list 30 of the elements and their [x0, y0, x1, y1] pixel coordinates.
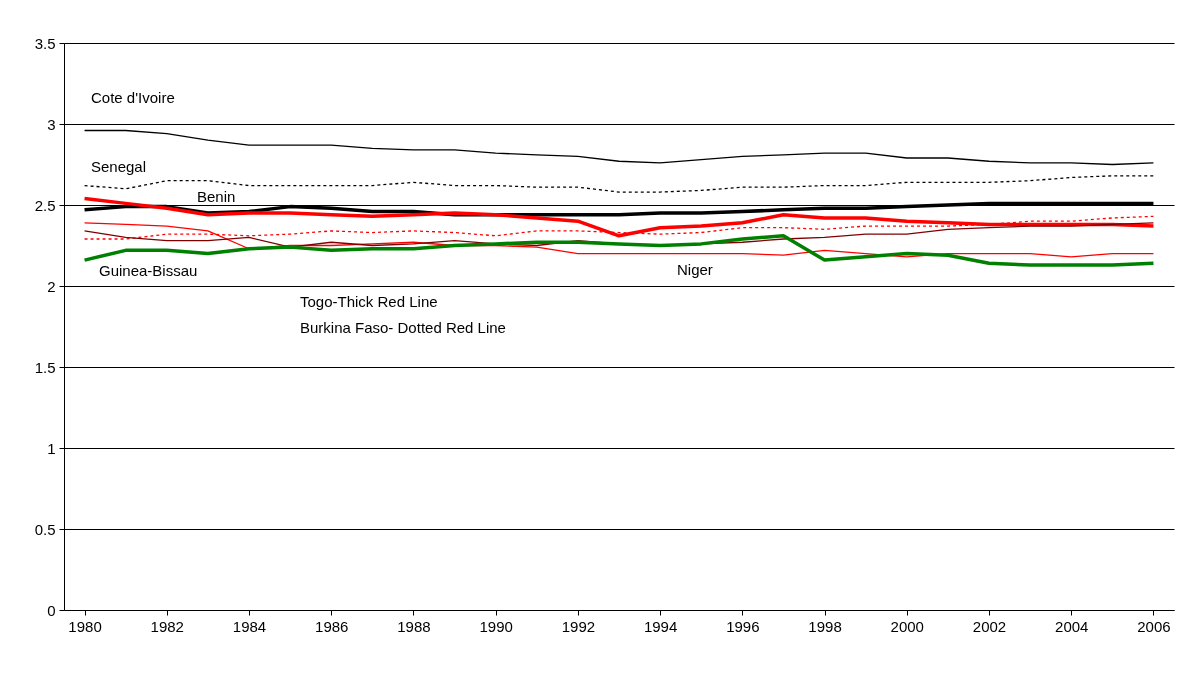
y-tick-label: 0.5	[34, 520, 56, 538]
x-tick-label: 1988	[397, 617, 431, 635]
x-tick-label: 1982	[150, 617, 184, 635]
y-tick-label: 2	[47, 277, 56, 295]
x-tick-label: 1998	[808, 617, 842, 635]
x-tick-label: 1992	[561, 617, 596, 635]
x-tick-label: 2000	[890, 617, 924, 635]
annotation: Togo-Thick Red Line	[300, 293, 438, 310]
y-tick-label: 3	[47, 115, 56, 133]
x-tick-label: 1996	[726, 617, 760, 635]
y-tick-label: 0	[47, 601, 56, 619]
annotation: Niger	[677, 261, 713, 278]
annotation: Burkina Faso- Dotted Red Line	[300, 319, 506, 336]
x-tick-label: 2002	[972, 617, 1007, 635]
annotation: Guinea-Bissau	[99, 262, 198, 279]
x-tick-label: 1990	[479, 617, 513, 635]
line-series	[83, 175, 1155, 193]
x-tick-label: 1986	[315, 617, 349, 635]
y-tick-label: 2.5	[34, 196, 56, 214]
annotation: Benin	[197, 188, 236, 205]
x-tick-label: 2006	[1137, 617, 1171, 635]
x-tick-label: 1994	[643, 617, 678, 635]
x-tick-label: 1984	[232, 617, 267, 635]
y-tick-label: 3.5	[34, 34, 56, 52]
x-tick-label: 2004	[1055, 617, 1089, 635]
annotation: Cote d'Ivoire	[91, 89, 175, 106]
y-tick-label: 1	[47, 439, 56, 457]
y-tick-label: 1.5	[34, 358, 56, 376]
annotation: Senegal	[91, 158, 147, 175]
x-tick-label: 1980	[68, 617, 102, 635]
